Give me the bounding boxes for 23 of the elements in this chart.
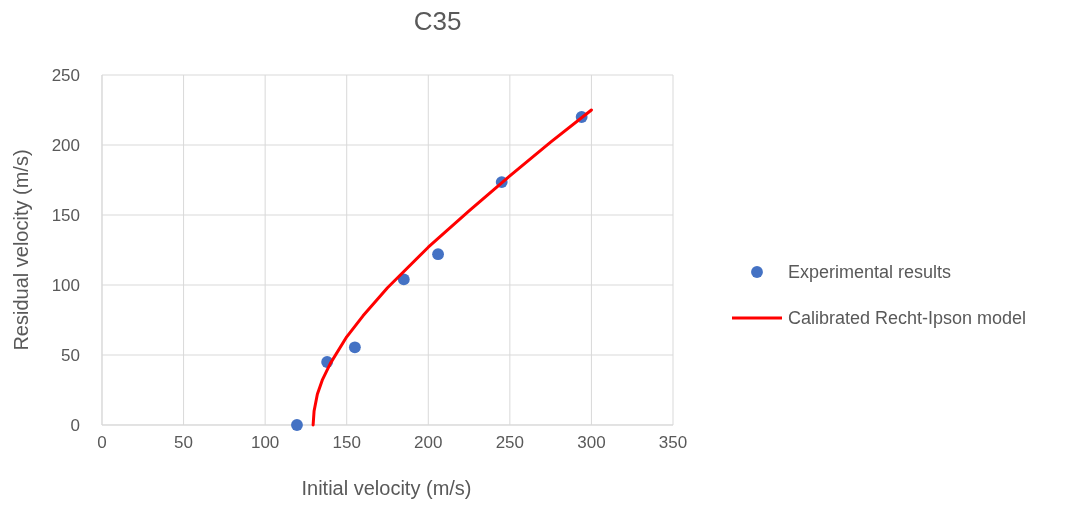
y-axis-title: Residual velocity (m/s): [10, 149, 32, 351]
chart-title: C35: [413, 6, 462, 36]
point: [432, 248, 444, 261]
y-tick-label: 200: [51, 136, 80, 155]
x-tick-label: 200: [414, 433, 443, 452]
x-tick-label: 250: [495, 433, 525, 452]
line-series: [311, 108, 593, 427]
point: [348, 341, 361, 354]
x-tick-label: 150: [332, 433, 361, 452]
x-tick-label: 0: [97, 433, 107, 452]
x-tick-label: 300: [577, 433, 606, 452]
x-tick-label: 50: [174, 433, 194, 452]
x-tick-label: 100: [250, 433, 280, 452]
point: [291, 419, 303, 431]
legend-label: Experimental results: [788, 262, 952, 282]
y-tick-label: 50: [61, 346, 80, 365]
y-tick-label: 150: [51, 206, 80, 225]
x-axis-title: Initial velocity (m/s): [301, 477, 472, 499]
legend-label: Calibrated Recht-Ipson model: [788, 308, 1027, 328]
x-tick-label: 350: [658, 433, 688, 452]
y-tick-label: 250: [51, 66, 80, 85]
y-tick-label: 100: [51, 276, 80, 295]
y-tick-label: 0: [70, 416, 80, 435]
